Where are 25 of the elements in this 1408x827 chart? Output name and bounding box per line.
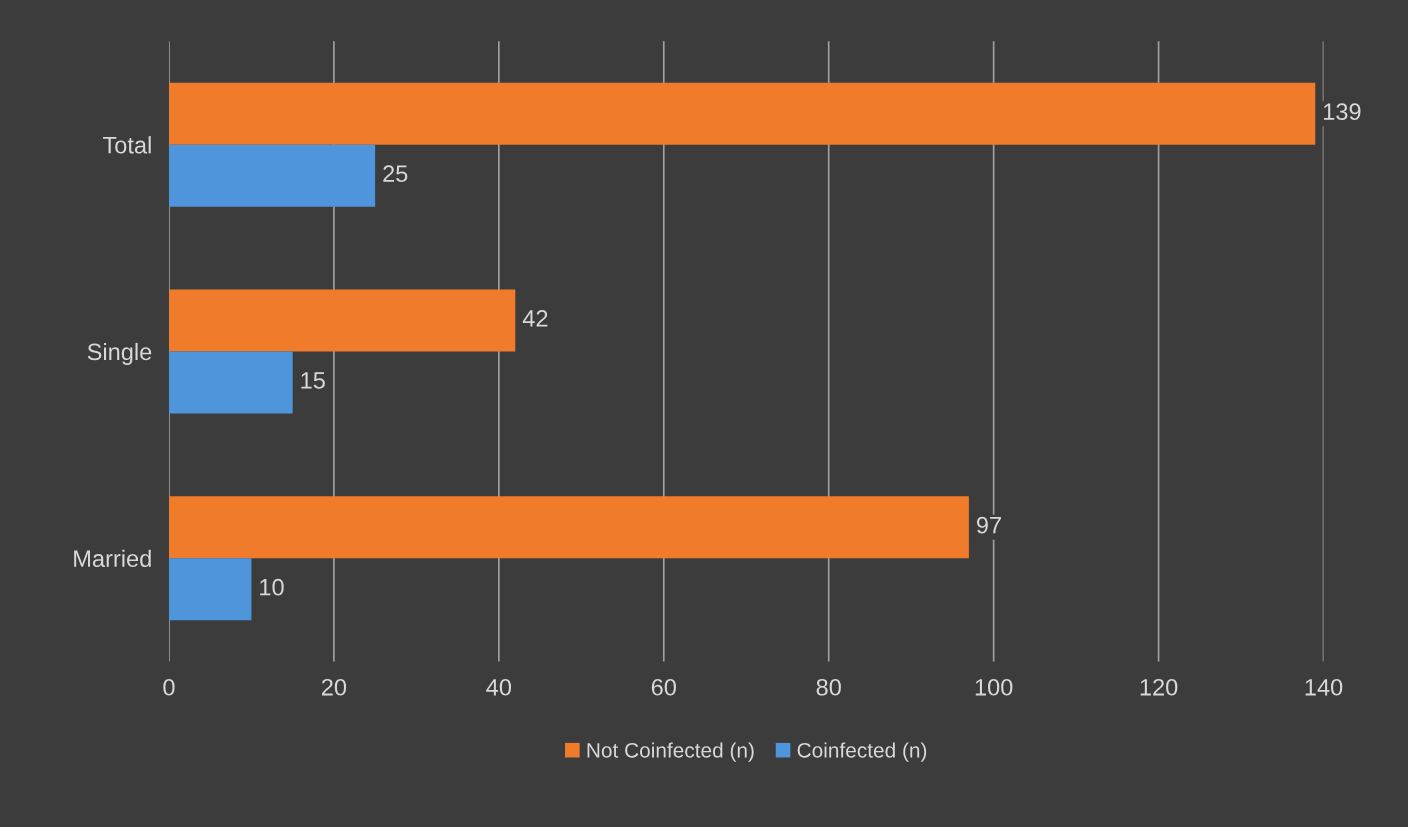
bar <box>168 82 1316 145</box>
x-tick-label: 140 <box>1305 678 1343 696</box>
bar <box>168 496 969 559</box>
y-tick-label: Single <box>87 342 152 365</box>
data-label: 139 <box>1324 103 1361 121</box>
legend-label: Not Coinfected (n) <box>587 742 754 762</box>
data-label: 15 <box>301 372 325 389</box>
x-tick-label: 0 <box>163 678 175 696</box>
bar <box>168 558 252 621</box>
data-label: 10 <box>260 578 284 596</box>
x-tick-label: 100 <box>975 678 1013 696</box>
x-tick-label: 120 <box>1140 678 1178 696</box>
x-tick-label: 60 <box>651 678 676 696</box>
bar <box>168 144 376 207</box>
legend-label: Coinfected (n) <box>797 742 927 762</box>
bar <box>168 289 516 352</box>
data-label: 42 <box>522 310 548 327</box>
x-tick-label: 80 <box>816 678 841 696</box>
data-label: 97 <box>976 516 1001 534</box>
y-tick-label: Total <box>102 136 151 154</box>
y-tick-label: Married <box>74 549 151 568</box>
x-tick-label: 20 <box>321 678 347 696</box>
bar <box>168 351 293 414</box>
data-label: 25 <box>383 165 408 183</box>
x-tick-label: 40 <box>486 678 512 696</box>
